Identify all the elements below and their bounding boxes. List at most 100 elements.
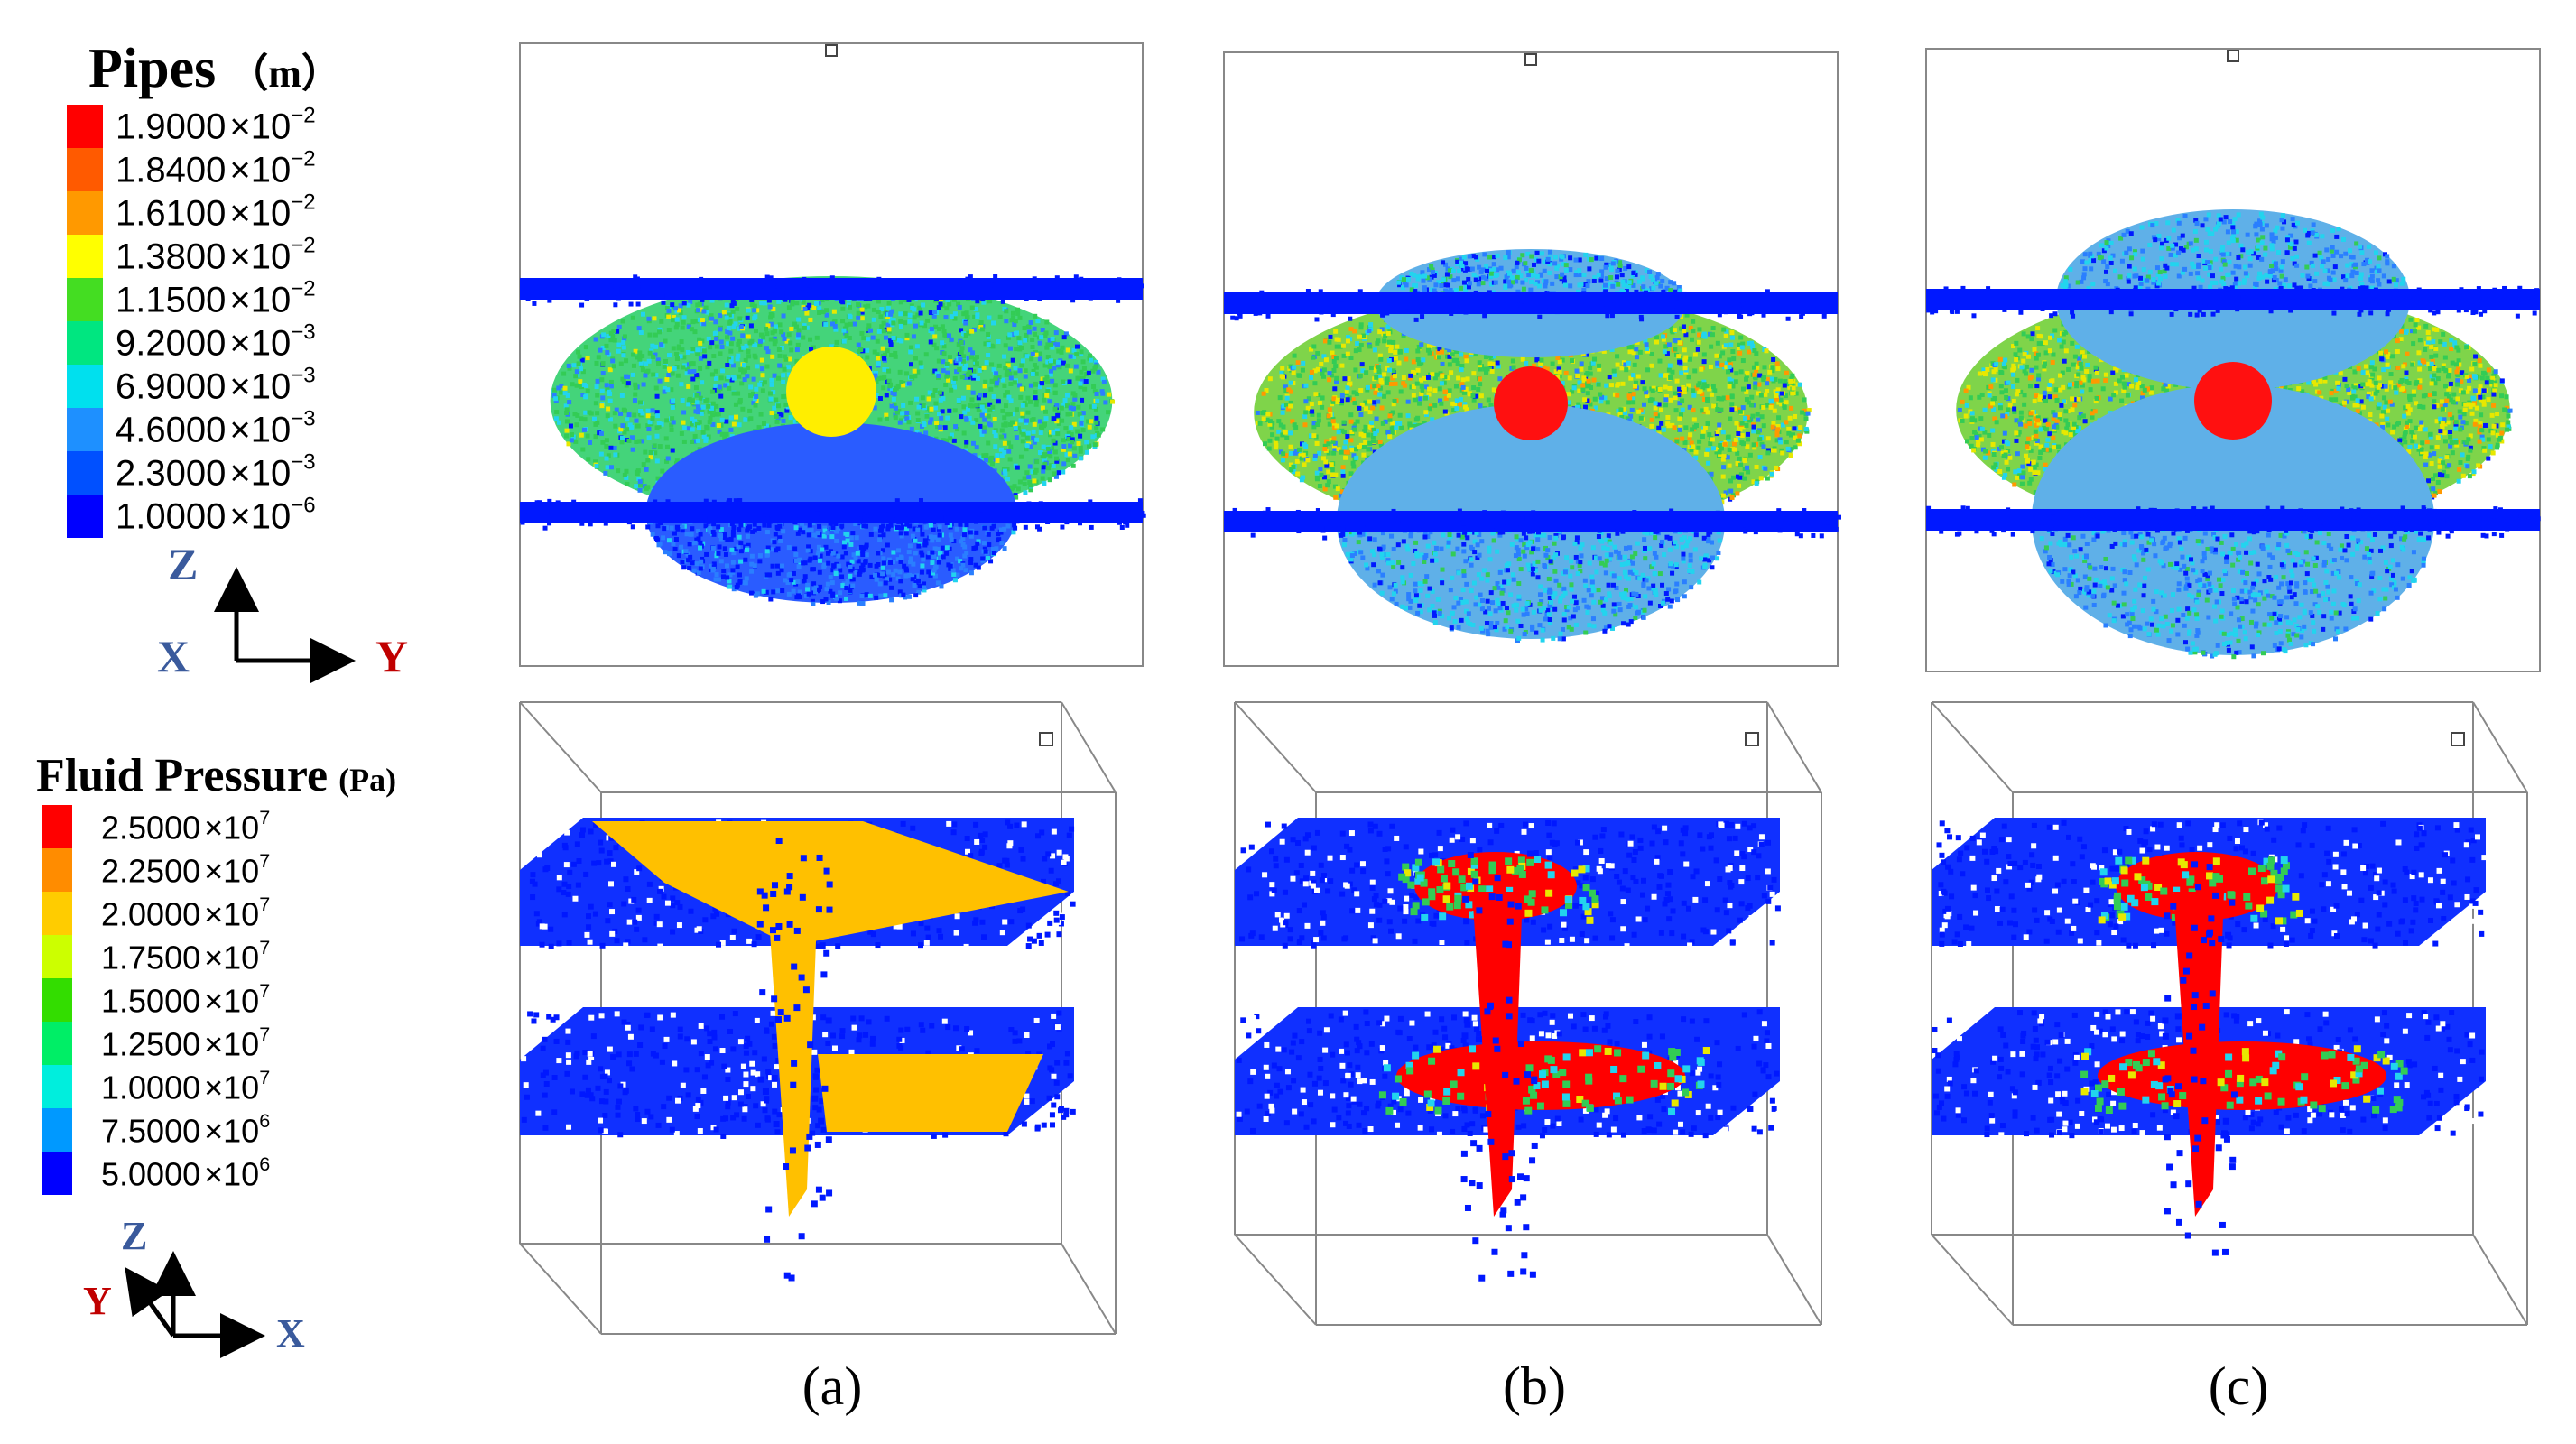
band-dot [1070, 298, 1076, 303]
pipes-dot [1042, 458, 1047, 463]
pipes-dot [809, 527, 814, 532]
band-dot [663, 503, 669, 508]
pipes-dot [1003, 471, 1008, 477]
pipes-dot [1008, 444, 1014, 449]
pipes-dot [1456, 375, 1461, 381]
pipes-dot [1520, 356, 1525, 362]
pipes-dot [743, 557, 748, 562]
pipes-dot [760, 388, 765, 393]
pipes-dot [1441, 380, 1447, 385]
pipes-dot [992, 430, 997, 435]
pipes-dot [825, 531, 830, 536]
pipes-dot [768, 547, 774, 552]
pipes-dot [1718, 451, 1723, 457]
pipes-dot [1028, 483, 1033, 488]
pipes-dot [638, 400, 644, 405]
pipes-dot [618, 411, 624, 416]
pipes-dot [1052, 406, 1058, 412]
pipes-dot [802, 574, 808, 579]
pipes-dot [1040, 381, 1045, 386]
pipes-panel-b [1223, 51, 1841, 667]
pipes-dot [943, 438, 949, 443]
pipes-dot [1015, 426, 1021, 431]
pipes-dot [1052, 366, 1057, 371]
pipes-dot [949, 432, 954, 438]
band-dot [1073, 274, 1079, 280]
pipes-dot [665, 444, 671, 449]
pipes-dot [1071, 347, 1077, 353]
pipes-dot [637, 479, 643, 485]
band-dot [1045, 520, 1051, 525]
pipes-dot [1427, 406, 1432, 412]
pipes-dot [1020, 439, 1025, 444]
pipes-legend-swatch [67, 495, 103, 538]
pipes-dot [690, 319, 696, 325]
pipes-dot [1042, 377, 1048, 383]
pipes-dot [559, 390, 564, 395]
pipes-dot [711, 561, 717, 567]
pipes-dot [1291, 381, 1296, 386]
pipes-dot [1459, 367, 1464, 373]
pipes-dot [710, 566, 716, 571]
pipes-dot [1705, 421, 1710, 427]
pipes-dot [723, 383, 728, 388]
pipes-dot [877, 417, 883, 422]
pipes-dot [1333, 472, 1339, 477]
band-dot [978, 291, 984, 296]
pipes-dot [930, 538, 935, 543]
pipes-dot [1064, 403, 1070, 409]
band-dot [766, 298, 772, 303]
pipes-dot [1733, 379, 1738, 384]
pipes-dot [1005, 477, 1011, 482]
pipes-dot [1002, 546, 1007, 551]
pipes-dot [937, 524, 942, 530]
band-dot [917, 288, 922, 293]
pipes-dot [940, 324, 945, 329]
pipes-dot [928, 572, 933, 578]
pipes-dot [797, 595, 802, 600]
pipes-dot [671, 318, 676, 323]
pipes-dot [789, 578, 794, 583]
pipes-dot [982, 546, 987, 551]
pipes-dot [1649, 423, 1654, 429]
pipes-dot [1382, 372, 1387, 377]
pipes-dot [723, 551, 728, 557]
pipes-dot [959, 339, 964, 345]
pipes-dot [796, 317, 802, 322]
pipes-dot [801, 560, 806, 566]
pipes-dot [1273, 440, 1278, 445]
pipes-dot [1769, 471, 1774, 477]
pipes-dot [1060, 418, 1065, 423]
pipes-dot [746, 349, 751, 355]
pipes-dot [654, 433, 660, 439]
band-dot [617, 293, 623, 299]
pipes-dot [726, 375, 731, 380]
pipes-dot [1379, 380, 1385, 385]
pipes-dot [773, 532, 778, 537]
band-dot [1088, 499, 1093, 504]
pipes-dot [779, 329, 784, 335]
pipes-dot [690, 347, 696, 352]
pipes-dot [1044, 319, 1050, 325]
pipes-dot [780, 563, 785, 569]
pipes-dot [681, 365, 686, 370]
band-dot [904, 522, 910, 527]
pipes-dot [1728, 416, 1733, 421]
pipes-dot [986, 413, 991, 419]
fluid-legend-label: 1.0000 ×107 [101, 1066, 270, 1106]
pipes-dot [949, 337, 954, 342]
pipes-dot [854, 535, 859, 541]
pipes-dot [1024, 418, 1029, 423]
pipes-dot [1471, 385, 1477, 391]
pipes-dot [1680, 407, 1685, 412]
pipes-dot [755, 308, 760, 313]
pipes-dot [782, 393, 787, 399]
band-dot [763, 279, 768, 284]
pipes-dot [823, 597, 829, 602]
pipes-dot [901, 403, 906, 408]
pipes-dot [1451, 357, 1457, 363]
band-dot [670, 302, 675, 308]
pipes-dot [759, 301, 764, 306]
pipes-dot [808, 549, 813, 554]
band-dot [829, 275, 835, 281]
